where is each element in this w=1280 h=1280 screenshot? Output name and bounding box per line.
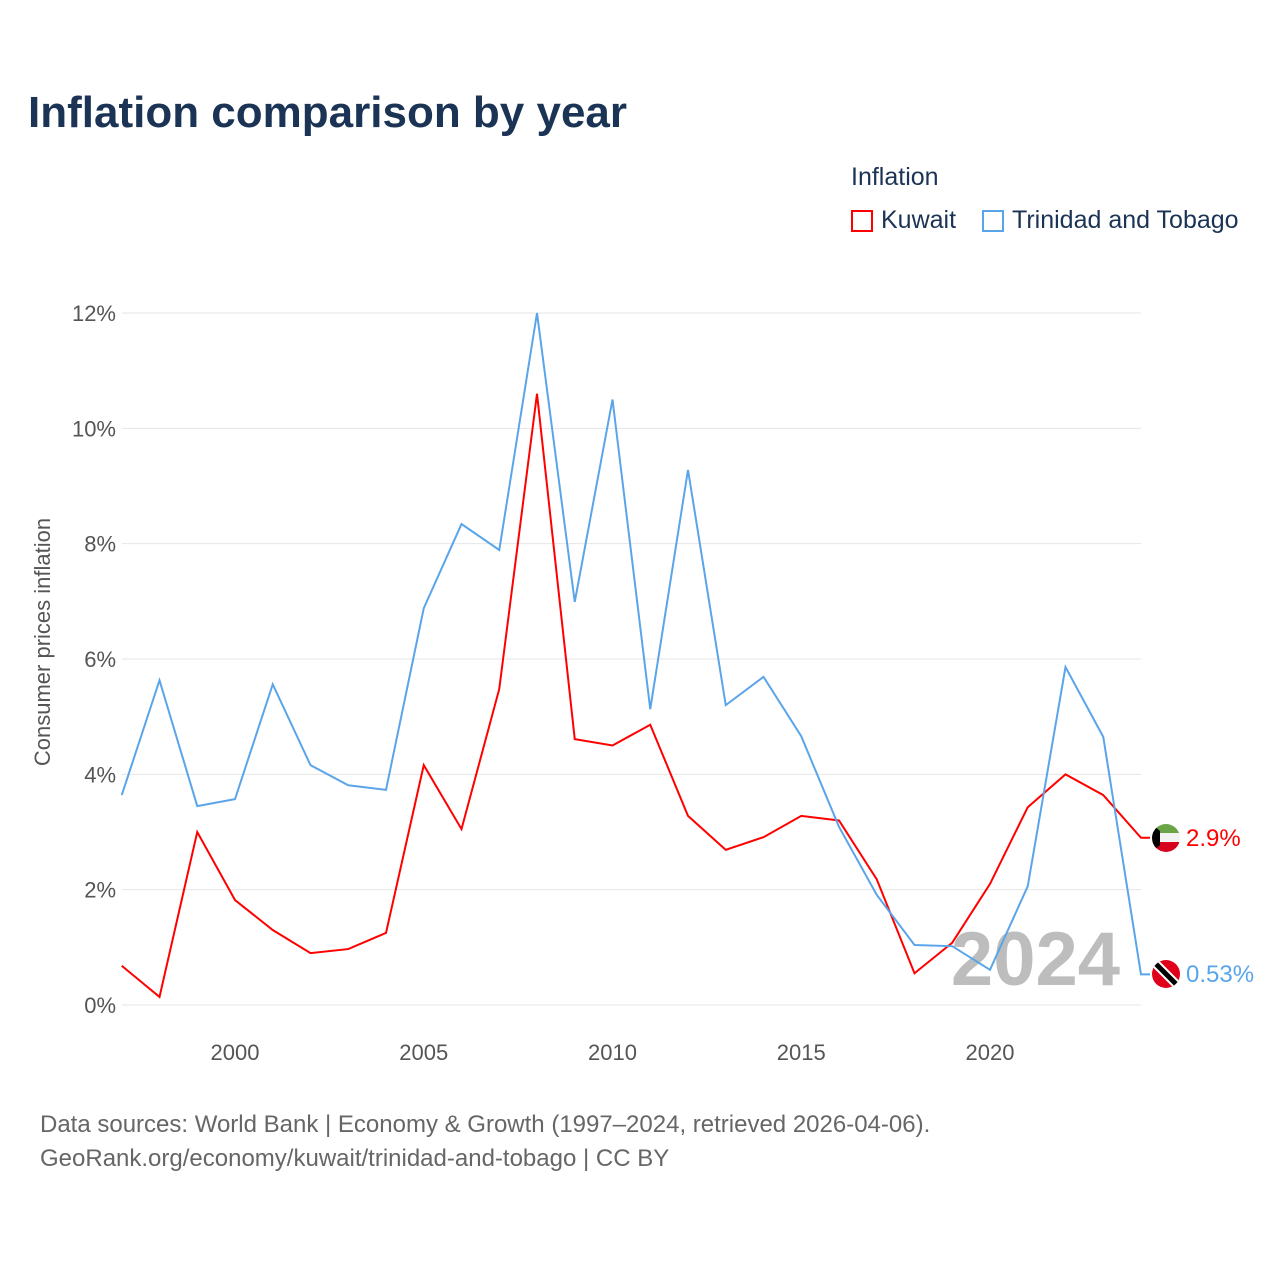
y-tick-label: 8% (84, 532, 116, 557)
footer: Data sources: World Bank | Economy & Gro… (40, 1108, 930, 1176)
y-tick-label: 10% (72, 416, 116, 441)
y-tick-label: 2% (84, 878, 116, 903)
y-tick-label: 6% (84, 647, 116, 672)
x-tick-label: 2000 (211, 1040, 260, 1065)
series-line-kuwait (121, 393, 1150, 999)
x-tick-label: 2020 (966, 1040, 1015, 1065)
y-tick-label: 4% (84, 762, 116, 787)
legend-item-trinidad[interactable]: Trinidad and Tobago (982, 206, 1239, 235)
y-tick-label: 0% (84, 993, 116, 1018)
series-line-trinidad (120, 312, 1150, 976)
x-tick-label: 2015 (777, 1040, 826, 1065)
legend-label: Trinidad and Tobago (1012, 206, 1239, 234)
year-watermark: 2024 (951, 917, 1120, 1002)
legend-swatch (982, 209, 1004, 232)
x-tick-label: 2005 (399, 1040, 448, 1065)
y-axis-label: Consumer prices inflation (30, 518, 55, 766)
x-tick-label: 2010 (588, 1040, 637, 1065)
trinidad-end-label: 0.53% (1186, 961, 1254, 988)
legend-label: Kuwait (881, 206, 957, 234)
chart-title: Inflation comparison by year (28, 88, 628, 137)
footer-link[interactable]: GeoRank.org/economy/kuwait/trinidad-and-… (40, 1145, 670, 1172)
legend-swatch (851, 209, 873, 232)
trinidad-flag-icon (1152, 960, 1180, 988)
kuwait-flag-icon (1152, 824, 1180, 852)
footer-sources: Data sources: World Bank | Economy & Gro… (40, 1111, 931, 1138)
y-tick-label: 12% (72, 301, 116, 326)
legend-item-kuwait[interactable]: Kuwait (851, 206, 956, 235)
legend-title: Inflation (851, 163, 939, 191)
kuwait-end-label: 2.9% (1186, 825, 1241, 852)
